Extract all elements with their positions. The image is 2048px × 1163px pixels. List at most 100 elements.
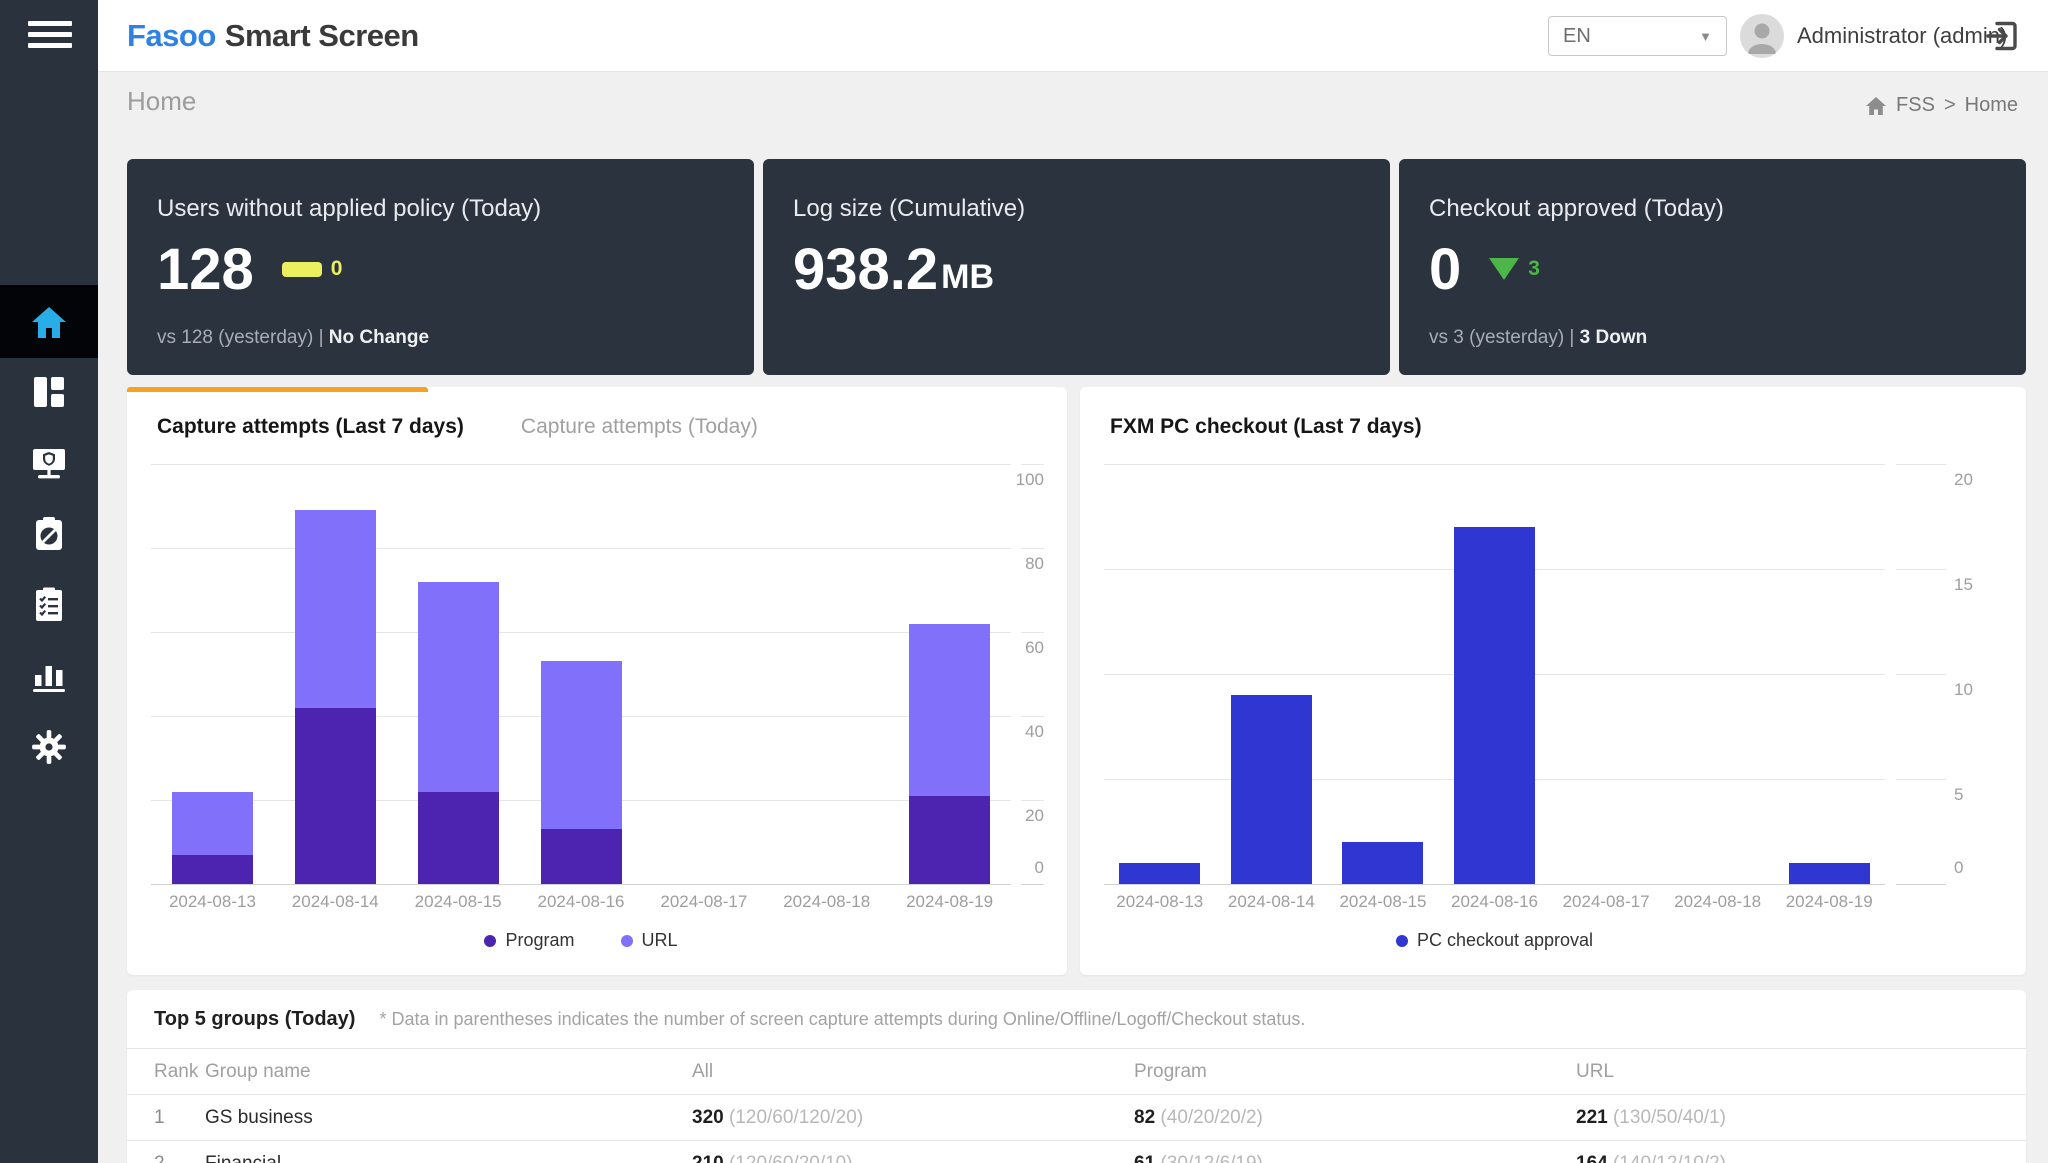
sidebar-item-screen-security[interactable]: [0, 434, 98, 492]
hamburger-menu-icon[interactable]: [28, 21, 72, 53]
bar-pc-checkout-approval-2024-08-15: [1342, 842, 1424, 884]
x-axis-label: 2024-08-17: [1562, 892, 1650, 911]
bar-program-2024-08-14: [294, 707, 376, 884]
y-tick: [1021, 632, 1044, 633]
down-arrow-indicator-icon: [1489, 258, 1520, 280]
y-tick-label: 40: [1025, 722, 1044, 741]
x-axis-label: 2024-08-16: [537, 892, 625, 911]
table-cell: Financial: [205, 1152, 282, 1163]
column-header-program: Program: [1134, 1060, 1207, 1082]
legend-item-program[interactable]: Program: [484, 930, 575, 951]
column-header-url: URL: [1576, 1060, 1615, 1082]
legend-item-url[interactable]: URL: [620, 930, 678, 951]
sidebar: [0, 0, 98, 1163]
tab-capture-last7days[interactable]: Capture attempts (Last 7 days): [157, 415, 464, 438]
logo-primary: Fasoo: [127, 18, 216, 53]
table-cell: 82 (40/20/20/2): [1134, 1106, 1263, 1128]
y-tick: [1896, 569, 1946, 570]
header: Fasoo Smart Screen EN ▼ Administrator (a…: [98, 0, 2048, 72]
legend-item-pc-checkout-approval[interactable]: PC checkout approval: [1395, 930, 1594, 951]
y-tick: [1021, 548, 1044, 549]
username-label: Administrator (admin): [1797, 23, 2008, 48]
bar-url-2024-08-19: [909, 623, 991, 796]
monitor-shield-icon: [31, 445, 67, 481]
x-axis-label: 2024-08-15: [414, 892, 502, 911]
sidebar-item-dashboard[interactable]: [0, 363, 98, 421]
y-tick-label: 10: [1954, 680, 1973, 699]
stat-title: Log size (Cumulative): [793, 195, 1026, 222]
sidebar-item-capture-block[interactable]: [0, 505, 98, 563]
bar-pc-checkout-approval-2024-08-19: [1788, 863, 1870, 884]
y-gridline: [151, 632, 1011, 633]
table-note: * Data in parentheses indicates the numb…: [379, 1008, 1306, 1029]
stat-card-checkout-approved: Checkout approved (Today) 0 3 vs 3 (yest…: [1399, 159, 2026, 375]
gear-icon: [30, 728, 68, 766]
sidebar-item-home[interactable]: [0, 285, 98, 358]
column-header-rank: Rank: [154, 1060, 199, 1082]
bar-pc-checkout-approval-2024-08-13: [1119, 863, 1201, 884]
capture-attempts-card: Capture attempts (Last 7 days) Capture a…: [127, 387, 1067, 975]
x-axis-label: 2024-08-13: [168, 892, 256, 911]
sidebar-item-policy-list[interactable]: [0, 576, 98, 634]
stat-title: Checkout approved (Today): [1429, 195, 1724, 222]
bar-url-2024-08-16: [540, 661, 622, 830]
stat-card-log-size: Log size (Cumulative) 938.2 MB: [763, 159, 1390, 375]
table-cell: 2: [154, 1152, 165, 1163]
stat-footnote: vs 3 (yesterday) | 3 Down: [1429, 327, 1648, 348]
top-groups-card: Top 5 groups (Today) * Data in parenthes…: [127, 990, 2026, 1163]
y-tick: [1021, 800, 1044, 801]
y-tick-label: 0: [1034, 858, 1044, 877]
stat-footnote: vs 128 (yesterday) | No Change: [157, 327, 430, 348]
no-change-indicator-icon: [281, 261, 322, 277]
breadcrumb-root[interactable]: FSS: [1896, 94, 1935, 116]
y-tick-label: 80: [1025, 554, 1044, 573]
x-axis-label: 2024-08-19: [906, 892, 994, 911]
stat-card-users-without-policy: Users without applied policy (Today) 128…: [127, 159, 754, 375]
sidebar-item-settings[interactable]: [0, 718, 98, 776]
bar-url-2024-08-13: [171, 791, 253, 855]
column-header-group-name: Group name: [205, 1060, 311, 1082]
y-tick: [1896, 779, 1946, 780]
y-tick: [1021, 884, 1044, 885]
x-axis-label: 2024-08-17: [660, 892, 748, 911]
active-tab-indicator: [127, 387, 428, 392]
tab-capture-today[interactable]: Capture attempts (Today): [520, 415, 758, 438]
bar-url-2024-08-14: [294, 510, 376, 708]
table-cell: GS business: [205, 1106, 313, 1128]
bar-pc-checkout-approval-2024-08-16: [1454, 527, 1535, 884]
page-title: Home: [127, 86, 197, 116]
breadcrumb-current: Home: [1964, 94, 2018, 116]
clipboard-block-icon: [31, 516, 67, 552]
y-tick-label: 20: [1954, 470, 1973, 489]
table-title: Top 5 groups (Today): [154, 1007, 356, 1030]
y-gridline: [151, 884, 1011, 885]
table-cell: 164 (140/12/10/2): [1576, 1152, 1727, 1163]
person-icon: [1748, 23, 1776, 54]
bar-chart-icon: [31, 658, 67, 694]
y-tick-label: 60: [1025, 638, 1044, 657]
language-select[interactable]: EN ▼: [1548, 16, 1727, 56]
sidebar-item-reports[interactable]: [0, 647, 98, 705]
y-tick-label: 20: [1025, 806, 1044, 825]
x-axis-label: 2024-08-15: [1339, 892, 1427, 911]
x-axis-label: 2024-08-14: [1227, 892, 1315, 911]
legend-label: PC checkout approval: [1416, 930, 1594, 950]
logout-icon[interactable]: [1985, 19, 2019, 53]
stat-value: 938.2: [793, 236, 939, 302]
stat-delta: 0: [330, 257, 343, 280]
y-tick: [1021, 464, 1044, 465]
y-gridline: [1104, 884, 1885, 885]
language-value: EN: [1563, 24, 1591, 47]
y-tick-label: 15: [1954, 575, 1973, 594]
x-axis-label: 2024-08-16: [1451, 892, 1538, 911]
bar-program-2024-08-15: [417, 791, 499, 884]
legend-dot-icon: [620, 934, 633, 947]
user-avatar[interactable]: [1740, 14, 1784, 58]
table-cell: 1: [154, 1106, 165, 1128]
x-axis-label: 2024-08-13: [1116, 892, 1204, 911]
dashboard-layout-icon: [31, 374, 67, 410]
bar-program-2024-08-13: [171, 854, 253, 884]
y-gridline: [1104, 464, 1885, 465]
chart-legend: Program URL: [151, 930, 1011, 951]
stat-unit: MB: [941, 257, 995, 296]
